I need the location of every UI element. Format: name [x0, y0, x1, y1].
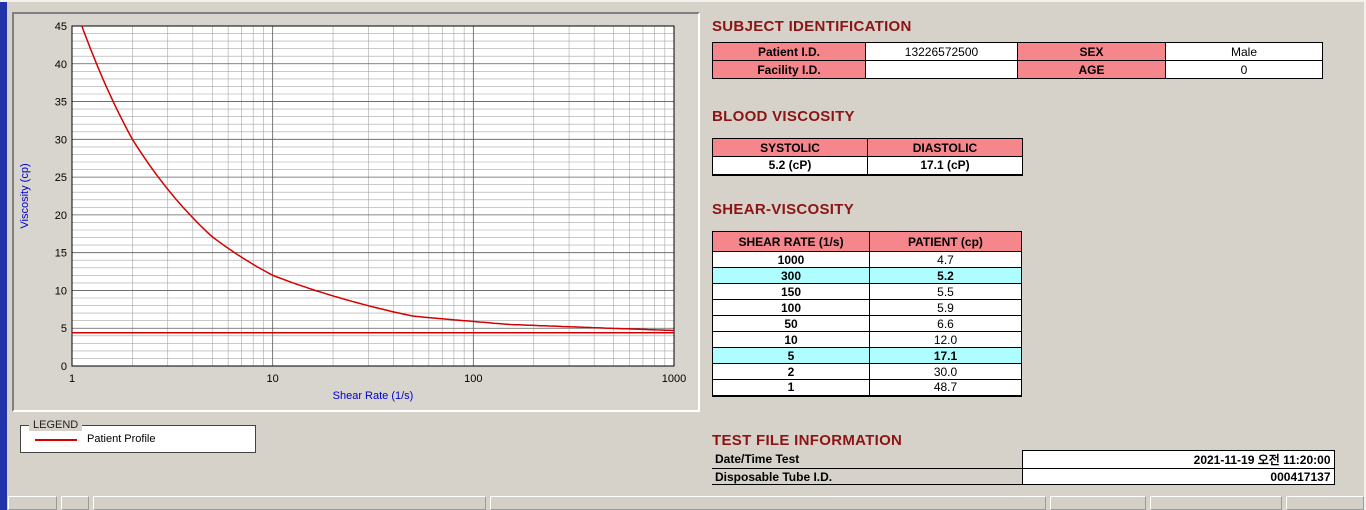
- svg-text:1: 1: [69, 373, 75, 385]
- shear-row: 10 12.0: [712, 331, 1022, 348]
- svg-text:5: 5: [61, 323, 67, 335]
- patient-viscosity-cell: 30.0: [869, 363, 1022, 380]
- svg-text:Viscosity (cp): Viscosity (cp): [19, 163, 31, 228]
- patient-viscosity-cell: 4.7: [869, 251, 1022, 268]
- svg-text:1000: 1000: [662, 373, 686, 385]
- patient-viscosity-cell: 5.2: [869, 267, 1022, 284]
- svg-text:Shear Rate (1/s): Shear Rate (1/s): [333, 390, 414, 402]
- shear-rate-cell: 5: [712, 347, 870, 364]
- shear-viscosity-title: SHEAR-VISCOSITY: [712, 201, 855, 218]
- subject-identification-table: Patient I.D. 13226572500 SEX Male Facili…: [712, 42, 1323, 79]
- patient-viscosity-cell: 48.7: [869, 379, 1022, 396]
- svg-text:40: 40: [55, 59, 67, 71]
- test-file-row: Disposable Tube I.D. 000417137: [712, 468, 1335, 485]
- patient-viscosity-cell: 5.9: [869, 299, 1022, 316]
- shear-row: 5 17.1: [712, 347, 1022, 364]
- shear-row: 150 5.5: [712, 283, 1022, 300]
- shear-rate-cell: 1: [712, 379, 870, 396]
- shear-row: 300 5.2: [712, 267, 1022, 284]
- facility-id-value: [865, 60, 1018, 79]
- shear-rate-cell: 50: [712, 315, 870, 332]
- age-value: 0: [1165, 60, 1323, 79]
- svg-text:15: 15: [55, 248, 67, 260]
- patient-viscosity-cell: 6.6: [869, 315, 1022, 332]
- shear-rate-cell: 300: [712, 267, 870, 284]
- sex-value: Male: [1165, 42, 1323, 61]
- shear-row: 1000 4.7: [712, 251, 1022, 268]
- subject-row: Facility I.D. AGE 0: [712, 60, 1323, 79]
- blood-viscosity-title: BLOOD VISCOSITY: [712, 108, 855, 125]
- shear-rate-cell: 2: [712, 363, 870, 380]
- blood-viscosity-value-row: 5.2 (cP) 17.1 (cP): [712, 156, 1023, 175]
- svg-text:30: 30: [55, 134, 67, 146]
- blood-viscosity-table: SYSTOLIC DIASTOLIC 5.2 (cP) 17.1 (cP): [712, 138, 1023, 176]
- svg-text:35: 35: [55, 97, 67, 109]
- svg-text:0: 0: [61, 361, 67, 373]
- shear-row: 2 30.0: [712, 363, 1022, 380]
- sex-label: SEX: [1017, 42, 1166, 61]
- subject-row: Patient I.D. 13226572500 SEX Male: [712, 42, 1323, 61]
- patient-cp-header: PATIENT (cp): [869, 231, 1022, 252]
- shear-header-row: SHEAR RATE (1/s) PATIENT (cp): [712, 231, 1022, 252]
- facility-id-label: Facility I.D.: [712, 60, 866, 79]
- svg-text:100: 100: [464, 373, 482, 385]
- test-file-information-table: Date/Time Test 2021-11-19 오전 11:20:00 Di…: [712, 450, 1335, 485]
- patient-id-value: 13226572500: [865, 42, 1018, 61]
- shear-row: 1 48.7: [712, 379, 1022, 396]
- legend-line-swatch: [35, 439, 77, 441]
- svg-text:10: 10: [267, 373, 279, 385]
- shear-rate-cell: 10: [712, 331, 870, 348]
- svg-text:45: 45: [55, 21, 67, 33]
- svg-text:20: 20: [55, 210, 67, 222]
- patient-viscosity-cell: 17.1: [869, 347, 1022, 364]
- diastolic-value: 17.1 (cP): [867, 156, 1023, 175]
- disposable-tube-id-label: Disposable Tube I.D.: [712, 468, 1022, 485]
- shear-viscosity-table: SHEAR RATE (1/s) PATIENT (cp) 1000 4.7 300…: [712, 231, 1022, 397]
- subject-identification-title: SUBJECT IDENTIFICATION: [712, 18, 912, 35]
- window-right-edge: [1364, 2, 1366, 510]
- viscosity-chart: 0 5 10 15 20 25 30 35 40 45 1 10 100 1000 Shear Rate (…: [14, 14, 698, 410]
- svg-text:25: 25: [55, 172, 67, 184]
- blood-viscosity-header-row: SYSTOLIC DIASTOLIC: [712, 138, 1023, 157]
- shear-rate-cell: 150: [712, 283, 870, 300]
- systolic-value: 5.2 (cP): [712, 156, 868, 175]
- date-time-test-value: 2021-11-19 오전 11:20:00: [1021, 450, 1335, 469]
- legend-title: LEGEND: [29, 419, 83, 431]
- shear-row: 50 6.6: [712, 315, 1022, 332]
- legend-entry-label: Patient Profile: [87, 433, 156, 445]
- shear-rate-cell: 1000: [712, 251, 870, 268]
- test-file-information-title: TEST FILE INFORMATION: [712, 432, 903, 449]
- viscosity-chart-panel: 0 5 10 15 20 25 30 35 40 45 1 10 100 1000 Shear Rate (…: [12, 12, 700, 412]
- shear-rate-cell: 100: [712, 299, 870, 316]
- diastolic-header: DIASTOLIC: [867, 138, 1023, 157]
- systolic-header: SYSTOLIC: [712, 138, 868, 157]
- patient-id-label: Patient I.D.: [712, 42, 866, 61]
- test-file-row: Date/Time Test 2021-11-19 오전 11:20:00: [712, 450, 1335, 469]
- disposable-tube-id-value: 000417137: [1021, 468, 1335, 485]
- window-left-edge: [0, 2, 7, 510]
- chart-legend: LEGEND Patient Profile: [20, 419, 256, 453]
- shear-rate-header: SHEAR RATE (1/s): [712, 231, 870, 252]
- patient-viscosity-cell: 5.5: [869, 283, 1022, 300]
- age-label: AGE: [1017, 60, 1166, 79]
- svg-text:10: 10: [55, 285, 67, 297]
- shear-row: 100 5.9: [712, 299, 1022, 316]
- patient-viscosity-cell: 12.0: [869, 331, 1022, 348]
- date-time-test-label: Date/Time Test: [712, 450, 1022, 469]
